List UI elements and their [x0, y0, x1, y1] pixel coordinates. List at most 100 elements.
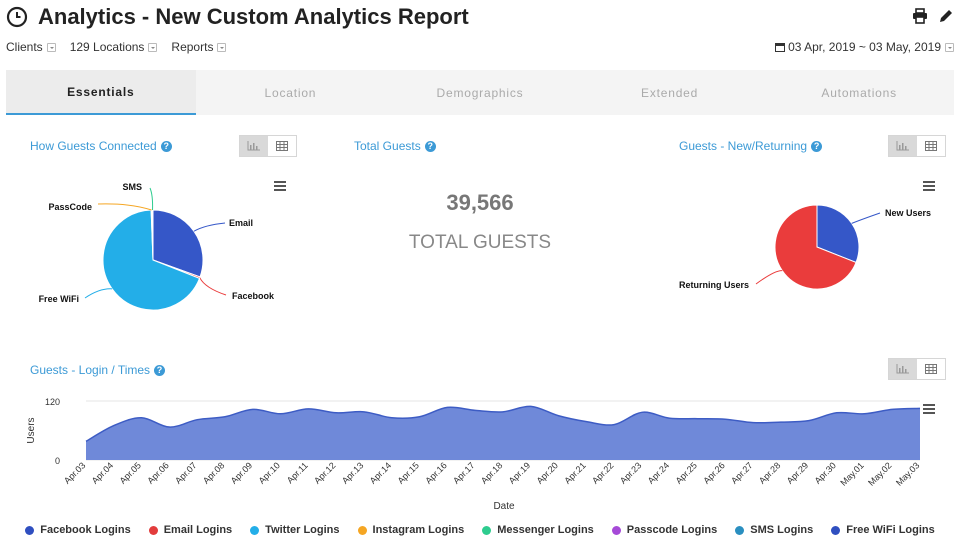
- x-tick-label: Apr.19: [507, 460, 532, 485]
- reports-label: Reports: [171, 40, 214, 54]
- section-title-text: Guests - New/Returning: [679, 139, 808, 153]
- chart-table-toggle: [239, 135, 297, 157]
- help-icon[interactable]: ?: [811, 140, 823, 152]
- pie-slice-email[interactable]: [152, 209, 204, 278]
- menu-icon[interactable]: [923, 404, 935, 414]
- legend-item-free-wifi-logins[interactable]: Free WiFi Logins: [831, 524, 935, 536]
- reports-dropdown[interactable]: Reports: [171, 40, 227, 54]
- x-tick-label: Apr.11: [285, 460, 310, 485]
- legend-label: Free WiFi Logins: [846, 524, 935, 536]
- pie-label-facebook: Facebook: [232, 291, 275, 301]
- table-view-icon[interactable]: [268, 136, 296, 156]
- x-tick-label: Apr.13: [340, 460, 365, 485]
- page-title: Analytics - New Custom Analytics Report: [38, 4, 469, 29]
- legend-dot-icon: [357, 525, 367, 535]
- date-range-picker[interactable]: 03 Apr, 2019 ~ 03 May, 2019: [775, 40, 954, 54]
- section-title-text: Total Guests: [354, 139, 421, 153]
- pencil-icon[interactable]: [938, 8, 954, 24]
- x-axis-title: Date: [493, 501, 515, 512]
- menu-icon[interactable]: [923, 181, 935, 191]
- page-header: Analytics - New Custom Analytics Report: [6, 2, 469, 32]
- legend-item-email-logins[interactable]: Email Logins: [148, 524, 232, 536]
- chevron-down-icon: [945, 42, 954, 52]
- print-icon[interactable]: [912, 8, 928, 24]
- x-tick-label: Apr.27: [729, 460, 754, 485]
- pie-connector: [149, 187, 154, 211]
- report-tabs: Essentials Location Demographics Extende…: [6, 70, 954, 115]
- pie-connector: [755, 270, 783, 285]
- pie-slice-returning-users[interactable]: [774, 204, 857, 290]
- legend-item-facebook-logins[interactable]: Facebook Logins: [25, 524, 131, 536]
- x-tick-label: Apr.03: [62, 460, 87, 485]
- pie-label-sms: SMS: [122, 182, 142, 192]
- total-guests-label: TOTAL GUESTS: [408, 232, 552, 253]
- bar-chart-view-icon[interactable]: [240, 136, 268, 156]
- help-icon[interactable]: ?: [154, 364, 166, 376]
- pie-connector: [97, 203, 152, 211]
- tab-location[interactable]: Location: [264, 85, 317, 100]
- y-tick-label: 120: [45, 397, 60, 407]
- menu-icon[interactable]: [274, 181, 286, 191]
- login-times-title: Guests - Login / Times ?: [30, 363, 166, 377]
- clients-dropdown[interactable]: Clients: [6, 40, 56, 54]
- chart-table-toggle: [888, 135, 946, 157]
- tab-extended[interactable]: Extended: [641, 85, 699, 100]
- legend-item-sms-logins[interactable]: SMS Logins: [735, 524, 813, 536]
- legend-dot-icon: [250, 525, 260, 535]
- x-tick-label: Apr.20: [535, 460, 560, 485]
- locations-dropdown[interactable]: 129 Locations: [70, 40, 158, 54]
- x-tick-label: Apr.24: [646, 460, 671, 485]
- bar-chart-view-icon[interactable]: [889, 359, 917, 379]
- x-tick-label: Apr.25: [674, 460, 699, 485]
- pie-connector: [199, 277, 227, 296]
- legend-dot-icon: [482, 525, 492, 535]
- legend-label: Messenger Logins: [497, 524, 594, 536]
- legend-item-passcode-logins[interactable]: Passcode Logins: [611, 524, 718, 536]
- total-guests-title: Total Guests ?: [354, 139, 436, 153]
- how-connected-pie-chart: Email Facebook Free WiFi PassCode SMS: [39, 182, 275, 311]
- x-tick-label: Apr.10: [257, 460, 282, 485]
- chevron-down-icon: [148, 42, 158, 52]
- x-tick-label: Apr.28: [757, 460, 782, 485]
- legend-item-instagram-logins[interactable]: Instagram Logins: [357, 524, 464, 536]
- bar-chart-view-icon[interactable]: [889, 136, 917, 156]
- x-tick-label: Apr.18: [479, 460, 504, 485]
- legend-dot-icon: [611, 525, 621, 535]
- tab-essentials[interactable]: Essentials: [6, 70, 196, 115]
- x-tick-label: Apr.22: [590, 460, 615, 485]
- legend-item-twitter-logins[interactable]: Twitter Logins: [250, 524, 340, 536]
- area-series-line: [85, 405, 921, 442]
- help-icon[interactable]: ?: [424, 140, 436, 152]
- pie-label-email: Email: [229, 218, 253, 228]
- clock-icon: [6, 6, 28, 28]
- date-range-label: 03 Apr, 2019 ~ 03 May, 2019: [788, 40, 941, 54]
- legend-label: Facebook Logins: [40, 524, 131, 536]
- tab-demographics[interactable]: Demographics: [436, 85, 524, 100]
- x-tick-label: Apr.08: [201, 460, 226, 485]
- how-connected-title: How Guests Connected ?: [30, 139, 172, 153]
- chevron-down-icon: [217, 42, 227, 52]
- legend-item-messenger-logins[interactable]: Messenger Logins: [482, 524, 594, 536]
- pie-connector: [193, 222, 226, 232]
- x-tick-label: Apr.09: [229, 460, 254, 485]
- x-tick-label: Apr.23: [618, 460, 643, 485]
- x-tick-label: Apr.12: [312, 460, 337, 485]
- pie-label-free-wifi: Free WiFi: [39, 294, 79, 304]
- x-tick-label: May.02: [866, 460, 893, 487]
- x-tick-label: Apr.16: [423, 460, 448, 485]
- x-tick-label: May.03: [894, 460, 921, 487]
- table-view-icon[interactable]: [917, 136, 945, 156]
- pie-slice-free-wifi[interactable]: [102, 209, 201, 311]
- x-tick-label: Apr.05: [118, 460, 143, 485]
- x-tick-label: Apr.07: [173, 460, 198, 485]
- tab-automations[interactable]: Automations: [821, 85, 897, 100]
- x-tick-label: Apr.04: [90, 460, 115, 485]
- calendar-icon: [775, 43, 786, 52]
- x-tick-label: Apr.29: [785, 460, 810, 485]
- area-series-free-wifi-logins[interactable]: [86, 406, 920, 460]
- filter-bar: Clients 129 Locations Reports: [6, 40, 240, 54]
- login-times-area-chart: 0 120 Apr.03 Apr.04 Apr.05 Apr.06 Apr.07 Apr.08…: [26, 397, 921, 512]
- legend-label: Passcode Logins: [626, 524, 718, 536]
- table-view-icon[interactable]: [917, 359, 945, 379]
- help-icon[interactable]: ?: [160, 140, 172, 152]
